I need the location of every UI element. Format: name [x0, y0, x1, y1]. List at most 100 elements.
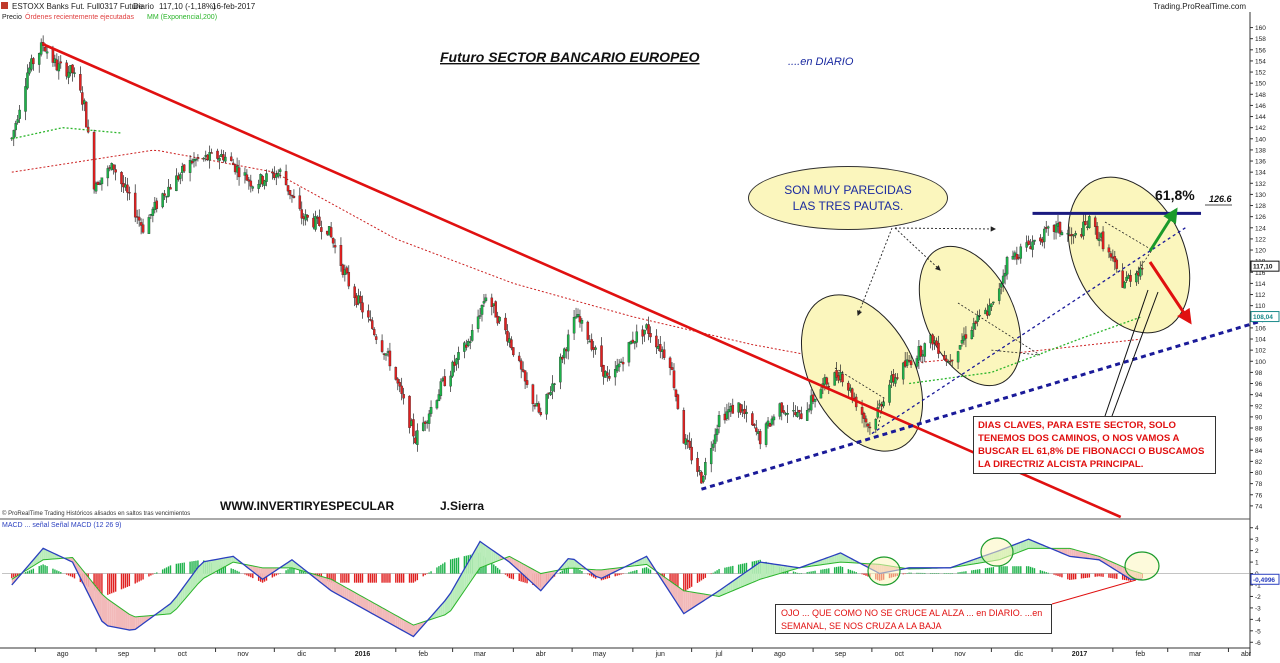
candle-body: [1002, 276, 1004, 283]
macd-histogram-bar: [840, 566, 841, 573]
candle: [751, 411, 753, 426]
macd-histogram-bar: [428, 573, 429, 574]
x-tick-label: dic: [297, 651, 306, 658]
macd-histogram-bar: [683, 574, 684, 592]
candle-body: [732, 405, 734, 413]
candle-body: [869, 427, 871, 428]
macd-fill: [480, 541, 482, 567]
candle-body: [169, 187, 171, 189]
macd-histogram-bar: [634, 571, 635, 574]
macd-histogram-bar: [985, 568, 986, 573]
macd-fill: [745, 572, 747, 586]
macd-histogram-bar: [413, 574, 414, 583]
macd-histogram-bar: [401, 574, 402, 583]
y-tick-label: 144: [1255, 114, 1266, 121]
macd-histogram-bar: [587, 574, 588, 575]
candle-body: [961, 340, 963, 343]
candle-body: [1061, 232, 1063, 235]
candle: [495, 300, 497, 317]
macd-histogram-bar: [987, 568, 988, 574]
x-tick-label: jun: [655, 651, 665, 658]
macd-fill: [125, 612, 127, 630]
candle-body: [655, 336, 657, 347]
macd-histogram-bar: [278, 574, 279, 575]
y-tick-label: 78: [1255, 481, 1263, 488]
candle-body: [689, 441, 691, 448]
candle-body: [800, 414, 802, 419]
macd-histogram-bar: [718, 569, 719, 574]
macd-histogram-bar: [848, 569, 849, 573]
macd-histogram-bar: [618, 574, 619, 576]
macd-histogram-bar: [865, 574, 866, 576]
macd-fill: [372, 602, 374, 615]
macd-histogram-bar: [963, 571, 964, 573]
macd-histogram-bar: [225, 567, 226, 574]
macd-histogram-bar: [150, 574, 151, 576]
macd-fill: [743, 573, 745, 587]
macd-histogram-bar: [423, 574, 424, 577]
macd-histogram-bar: [581, 571, 582, 574]
macd-histogram-bar: [123, 574, 124, 589]
candle-body: [115, 169, 117, 172]
y-tick-label: 92: [1255, 403, 1263, 410]
macd-histogram-bar: [189, 562, 190, 574]
x-tick-label: ago: [57, 651, 69, 658]
macd-histogram-bar: [52, 569, 53, 574]
macd-histogram-bar: [438, 566, 439, 573]
candle-body: [573, 317, 575, 333]
macd-fill: [386, 610, 388, 623]
macd-fill: [782, 565, 784, 573]
candle-body: [138, 217, 140, 220]
macd-fill: [837, 554, 839, 563]
macd-histogram-bar: [301, 571, 302, 574]
macd-histogram-bar: [46, 566, 47, 573]
macd-histogram-bar: [1114, 574, 1115, 579]
macd-fill: [341, 585, 343, 598]
macd-fill: [754, 565, 756, 582]
footer-note: © ProRealTime Trading Históricos alisado…: [2, 510, 190, 517]
candle-body: [428, 414, 430, 424]
macd-histogram-bar: [916, 573, 917, 574]
candle-body: [618, 364, 620, 367]
macd-histogram-bar: [305, 573, 306, 574]
macd-histogram-bar: [861, 574, 862, 575]
candle: [1124, 281, 1126, 288]
macd-histogram-bar: [975, 570, 976, 574]
candle-body: [896, 378, 898, 379]
candle-body: [277, 173, 279, 176]
macd-histogram-bar: [370, 574, 371, 583]
macd-histogram-bar: [1026, 566, 1027, 573]
macd-histogram-bar: [742, 564, 743, 574]
macd-fill: [361, 596, 363, 609]
last-price-tag: 117,10: [1251, 261, 1279, 271]
macd-histogram-bar: [346, 574, 347, 583]
macd-y-tick-label: 3: [1255, 537, 1259, 544]
candle-body: [444, 376, 446, 385]
candle-body: [457, 352, 459, 359]
candle-body: [600, 346, 602, 367]
macd-histogram-bar: [424, 574, 425, 576]
macd-histogram-bar: [113, 574, 114, 593]
ma-value-label: 108,04: [1253, 314, 1273, 321]
y-tick-label: 86: [1255, 437, 1263, 444]
macd-histogram-bar: [513, 574, 514, 580]
macd-histogram-bar: [922, 573, 923, 574]
macd-histogram-bar: [908, 573, 909, 574]
candle-body: [369, 319, 371, 320]
candle-body: [567, 335, 569, 351]
x-tick-label: abr: [536, 651, 547, 658]
macd-histogram-bar: [1000, 566, 1001, 573]
candle-body: [798, 410, 800, 412]
macd-fill: [333, 580, 335, 593]
candle-body: [998, 289, 1000, 301]
candle-body: [73, 73, 75, 74]
macd-histogram-bar: [644, 568, 645, 574]
macd-histogram-bar: [797, 573, 798, 574]
header-bar: ESTOXX Banks Fut. Full0317 Future Diario…: [0, 0, 1280, 11]
candle-body: [1094, 218, 1096, 227]
y-tick-label: 94: [1255, 392, 1263, 399]
candle-body: [1043, 229, 1045, 242]
macd-histogram-bar: [191, 561, 192, 573]
